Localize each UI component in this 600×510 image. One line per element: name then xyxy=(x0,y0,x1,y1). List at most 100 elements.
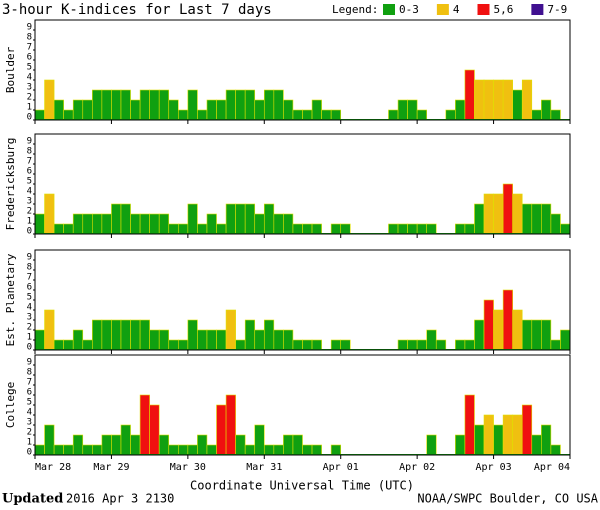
bar xyxy=(541,424,552,456)
y-tick-label: 1 xyxy=(27,103,32,113)
bar xyxy=(416,223,427,235)
bar xyxy=(111,319,122,351)
bar xyxy=(474,319,485,351)
bar xyxy=(426,223,437,235)
bar xyxy=(101,319,112,351)
bar xyxy=(130,319,141,351)
bar xyxy=(168,444,179,456)
y-tick-label: 5 xyxy=(27,63,32,73)
bar xyxy=(483,193,494,235)
bar xyxy=(44,79,55,121)
bar xyxy=(273,89,284,121)
y-tick-label: 0 xyxy=(27,343,32,353)
bar xyxy=(541,203,552,235)
bar xyxy=(225,309,236,351)
bar xyxy=(72,213,84,235)
bar xyxy=(541,99,552,121)
legend-swatch xyxy=(531,4,544,15)
legend-item: 0-3 xyxy=(399,3,419,16)
bar xyxy=(263,89,275,121)
y-tick-label: 3 xyxy=(27,83,32,93)
bar xyxy=(560,329,571,351)
bar xyxy=(197,109,208,121)
bar xyxy=(111,434,122,456)
bar xyxy=(292,109,303,121)
bar xyxy=(311,223,322,235)
bar xyxy=(455,434,466,456)
bar xyxy=(502,79,513,121)
bar xyxy=(464,339,475,351)
bar xyxy=(82,444,93,456)
bar xyxy=(407,99,418,121)
bar xyxy=(139,394,150,456)
bar xyxy=(426,329,437,351)
updated-label: Updated xyxy=(2,492,63,507)
bar xyxy=(531,109,542,121)
y-tick-label: 3 xyxy=(27,418,32,428)
bar xyxy=(397,99,408,121)
bar xyxy=(149,404,160,456)
y-tick-label: 7 xyxy=(27,273,32,283)
bar xyxy=(63,223,74,235)
bar xyxy=(254,329,265,351)
bar xyxy=(187,203,198,235)
y-tick-label: 8 xyxy=(27,263,32,273)
bar xyxy=(464,223,475,235)
bar xyxy=(111,203,122,235)
bar xyxy=(225,203,236,235)
bar xyxy=(120,203,131,235)
y-axis-label: Est. Planetary xyxy=(4,253,17,346)
bar xyxy=(244,89,256,121)
bar xyxy=(82,99,93,121)
chart-title: 3-hour K-indices for Last 7 days xyxy=(2,2,272,18)
bar xyxy=(311,99,322,121)
bar xyxy=(283,434,294,456)
bar xyxy=(531,434,542,456)
updated-time: 2016 Apr 3 2130 xyxy=(66,492,174,506)
bar xyxy=(273,444,284,456)
bar xyxy=(72,434,84,456)
y-tick-label: 4 xyxy=(27,187,32,197)
bar xyxy=(178,339,189,351)
bar xyxy=(44,309,55,351)
bar xyxy=(330,109,342,121)
legend-swatch xyxy=(383,4,395,15)
bar xyxy=(455,339,466,351)
bar xyxy=(560,223,571,235)
bar xyxy=(53,444,64,456)
source: NOAA/SWPC Boulder, CO USA xyxy=(417,492,598,506)
bar xyxy=(178,109,189,121)
bar xyxy=(206,213,217,235)
panel-frame xyxy=(34,354,571,456)
bar xyxy=(302,444,313,456)
bar xyxy=(44,193,55,235)
y-tick-label: 6 xyxy=(27,283,32,293)
bar xyxy=(82,339,93,351)
panel-frame xyxy=(34,19,571,121)
bar xyxy=(34,329,45,351)
bar xyxy=(244,444,256,456)
bar xyxy=(464,69,475,121)
y-tick-label: 4 xyxy=(27,303,32,313)
y-tick-label: 1 xyxy=(27,438,32,448)
bar xyxy=(254,424,265,456)
bar xyxy=(158,434,170,456)
bar xyxy=(493,193,504,235)
bar xyxy=(44,424,55,456)
bar xyxy=(254,213,265,235)
legend-item: 5,6 xyxy=(494,3,514,16)
bar xyxy=(235,434,246,456)
bar xyxy=(273,213,284,235)
bar xyxy=(139,319,150,351)
bar xyxy=(302,339,313,351)
y-tick-label: 9 xyxy=(27,137,32,147)
bar xyxy=(340,339,351,351)
bar xyxy=(388,109,399,121)
y-tick-label: 5 xyxy=(27,177,32,187)
bar xyxy=(292,339,303,351)
y-tick-label: 8 xyxy=(27,147,32,157)
bar xyxy=(158,329,170,351)
y-tick-label: 1 xyxy=(27,217,32,227)
bar xyxy=(330,444,342,456)
bar xyxy=(120,89,131,121)
